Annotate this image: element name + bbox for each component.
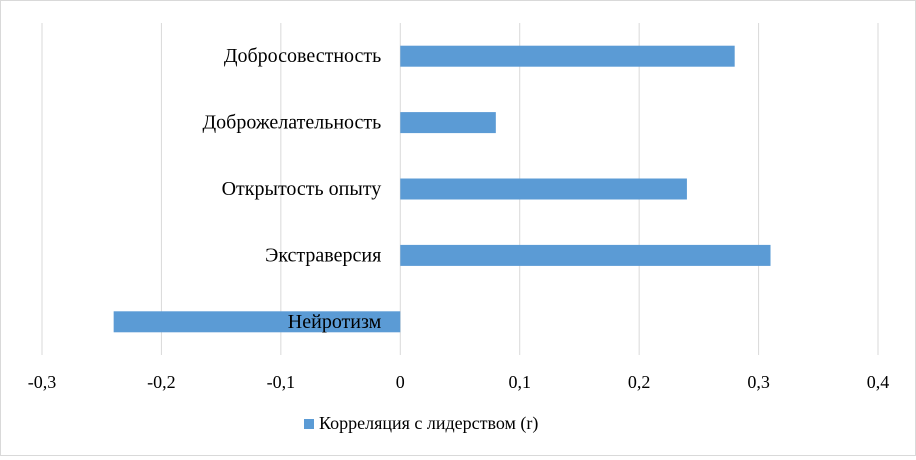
bar: [400, 112, 496, 134]
x-tick-label: 0,4: [867, 372, 890, 392]
category-label: Открытость опыту: [222, 178, 382, 200]
legend-swatch: [304, 419, 314, 429]
category-labels: Нейротизм Экстраверсия Открытость опыту Доб…: [203, 45, 382, 333]
bar: [400, 244, 771, 266]
x-tick-label: 0,1: [508, 372, 531, 392]
x-tick-label: -0,3: [28, 372, 57, 392]
bar: [113, 311, 401, 333]
category-label: Нейротизм: [288, 311, 382, 333]
category-label: Экстраверсия: [265, 244, 381, 266]
x-tick-labels: -0,3 -0,2 -0,1 0 0,1 0,2 0,3 0,4: [28, 372, 890, 392]
bars: [113, 45, 771, 333]
legend-label: Корреляция с лидерством (r): [319, 413, 538, 434]
x-tick-label: 0,2: [628, 372, 651, 392]
bar: [400, 178, 687, 200]
x-tick-label: -0,2: [147, 372, 176, 392]
category-label: Доброжелательность: [203, 112, 382, 134]
x-tick-label: 0: [396, 372, 405, 392]
legend: Корреляция с лидерством (r): [304, 413, 538, 434]
category-label: Добросовестность: [224, 45, 381, 67]
bar: [400, 45, 735, 67]
x-tick-label: 0,3: [747, 372, 770, 392]
x-tick-label: -0,1: [267, 372, 296, 392]
